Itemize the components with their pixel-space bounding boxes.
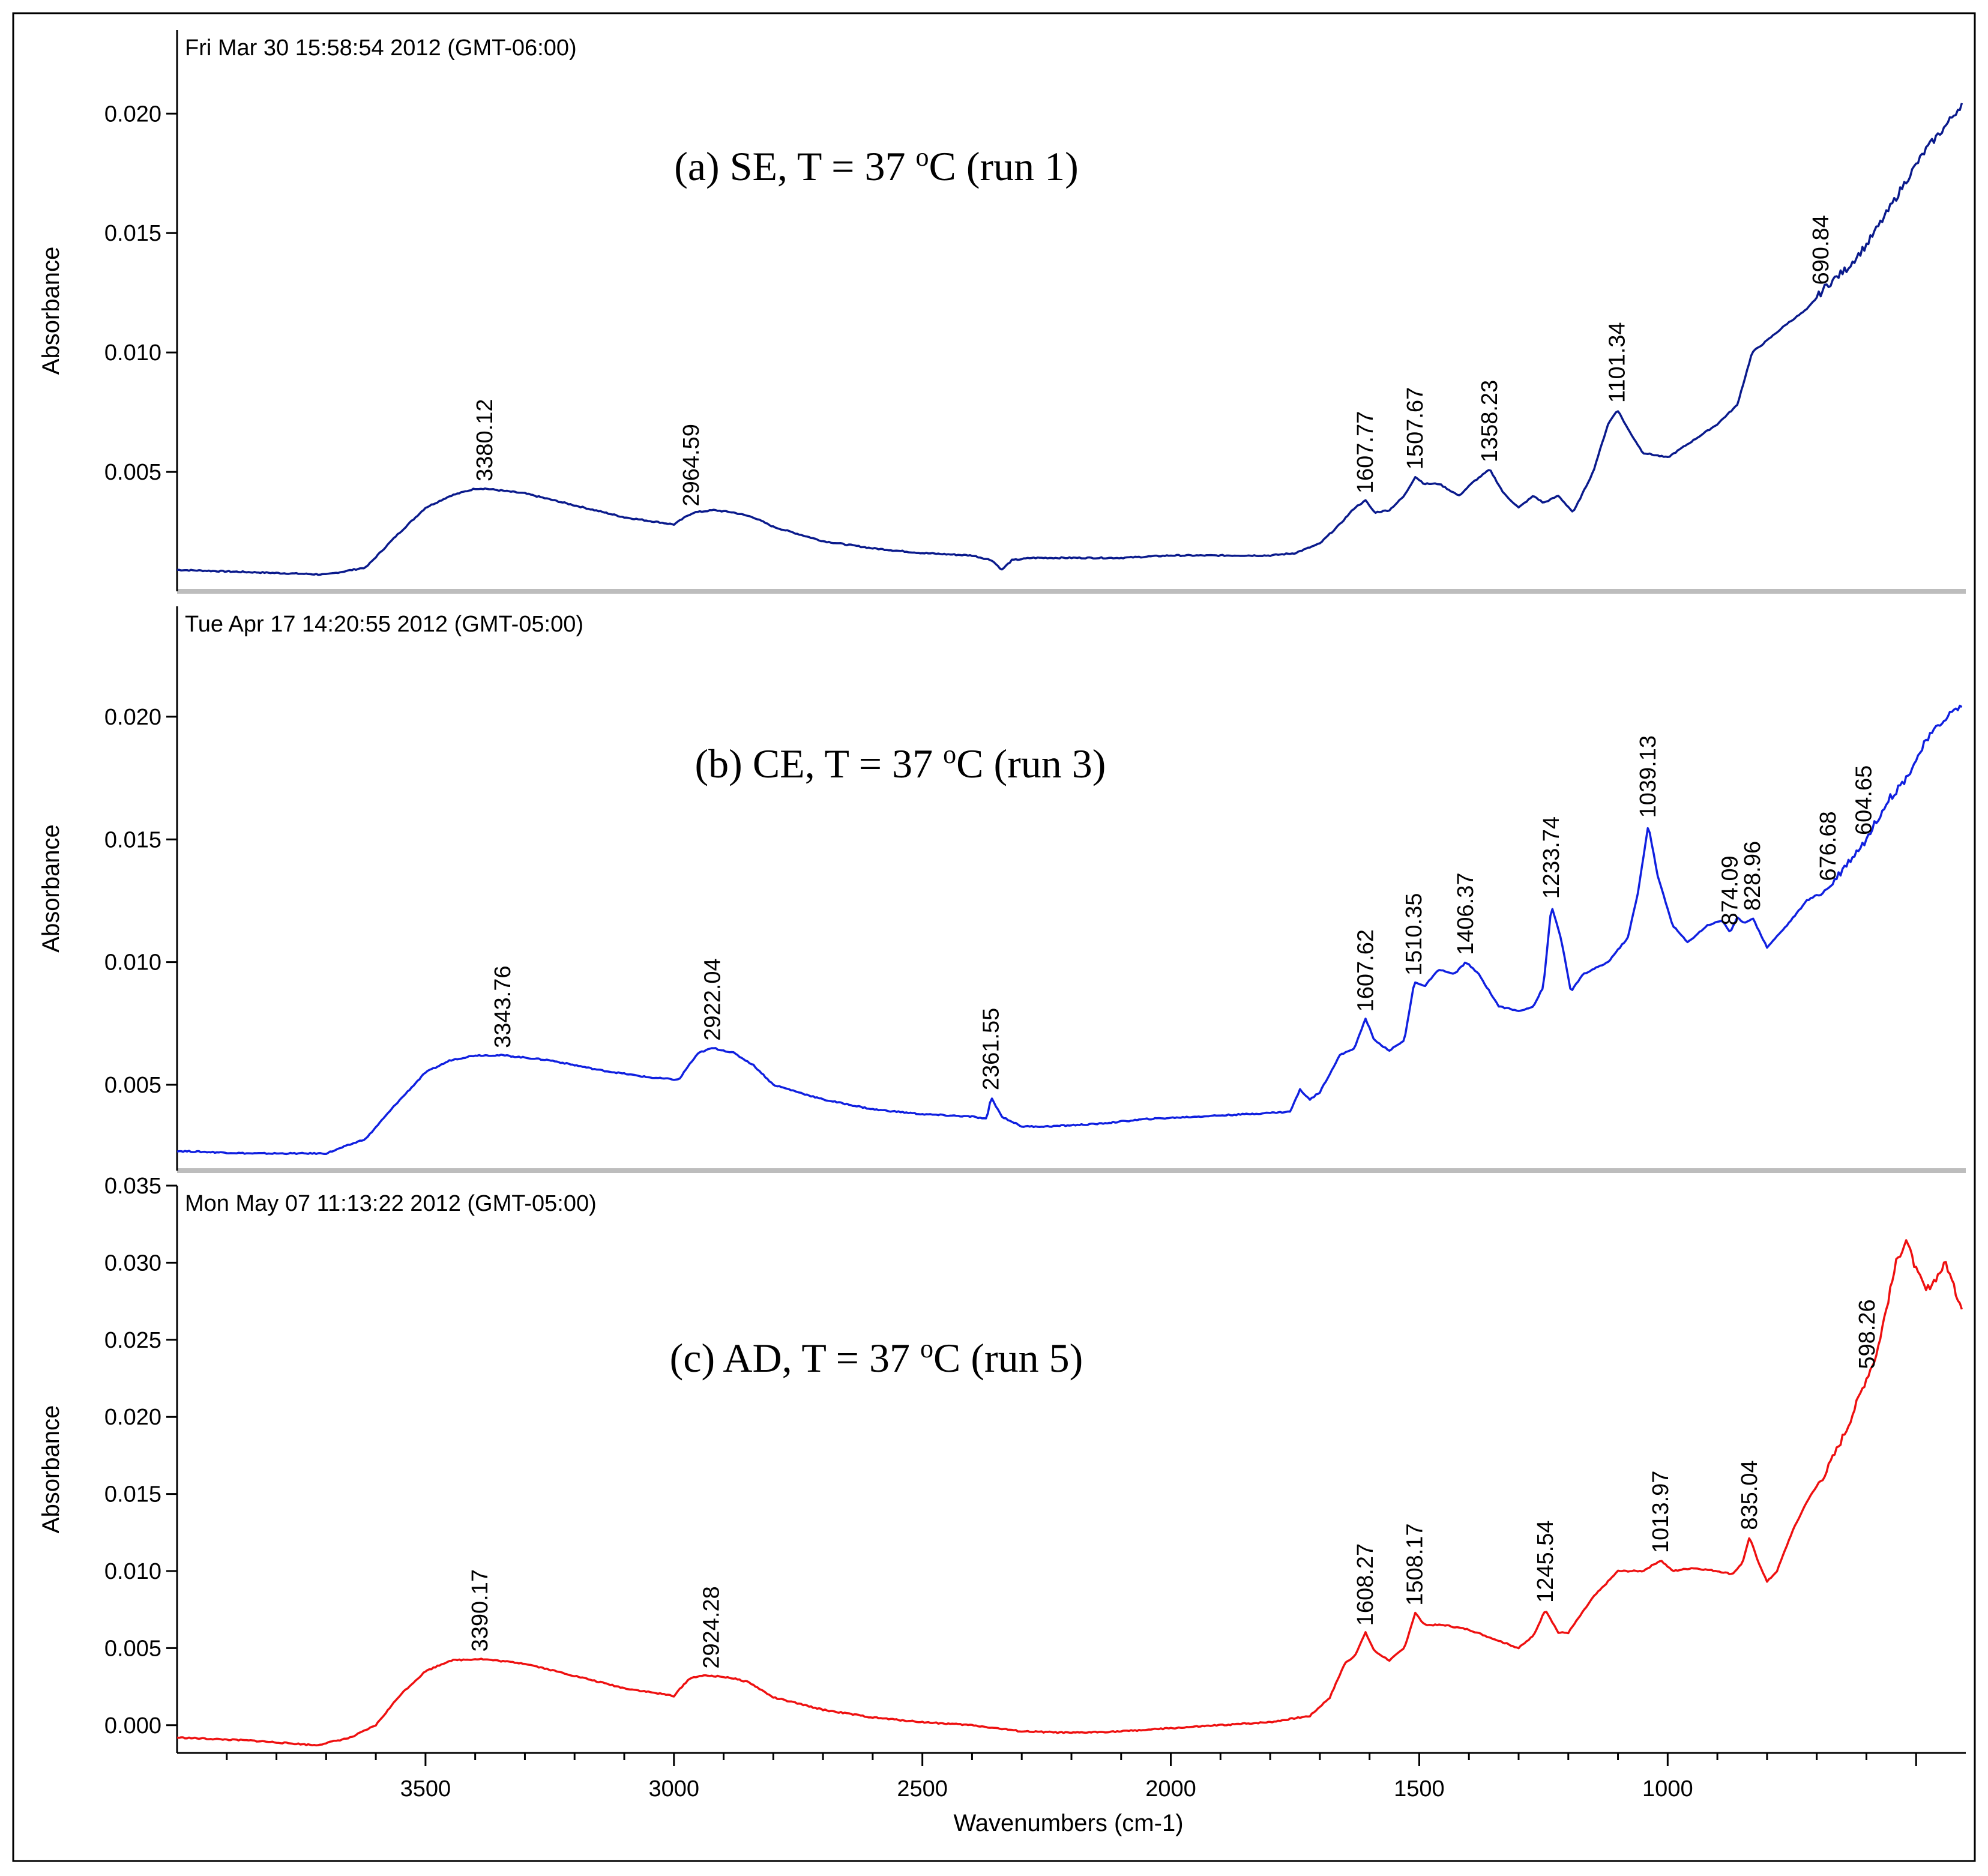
peak-label: 1039.13 (1636, 735, 1661, 818)
peak-label: 1510.35 (1402, 893, 1427, 976)
x-tick-label: 2500 (897, 1776, 948, 1802)
peak-label: 1507.67 (1403, 387, 1428, 469)
peak-label: 1233.74 (1539, 816, 1564, 899)
panel-c-y-tick-label: 0.025 (104, 1328, 161, 1353)
panel-a-y-tick-label: 0.015 (104, 221, 161, 246)
panel-a-title-degree: o (915, 142, 929, 172)
peak-label: 2361.55 (978, 1008, 1004, 1090)
peak-label: 690.84 (1809, 215, 1834, 285)
peak-label: 1607.77 (1353, 411, 1378, 493)
panel-c-y-tick-label: 0.005 (104, 1636, 161, 1661)
panel-c-title-run: C (run 5) (933, 1335, 1083, 1381)
panel-a-y-tick-label: 0.005 (104, 460, 161, 485)
peak-label: 1013.97 (1648, 1471, 1673, 1553)
panel-a-y-tick-label: 0.020 (104, 101, 161, 127)
panel-a-title: (a) SE, T = 37 oC (run 1) (674, 142, 1079, 189)
peak-label: 2922.04 (700, 958, 725, 1040)
panel-c-timestamp: Mon May 07 11:13:22 2012 (GMT-05:00) (185, 1191, 597, 1216)
panel-a-y-axis-title: Absorbance (38, 247, 64, 375)
peak-label: 835.04 (1737, 1460, 1762, 1530)
peak-label: 598.26 (1855, 1299, 1880, 1369)
panel-b-y-tick-label: 0.015 (104, 827, 161, 852)
panel-b-title-main: (b) CE, T = 37 (695, 741, 944, 786)
panel-b-y-tick-label: 0.005 (104, 1073, 161, 1098)
panel-a-y-tick-label: 0.010 (104, 340, 161, 366)
peak-label: 1607.62 (1353, 929, 1378, 1012)
panel-a-timestamp: Fri Mar 30 15:58:54 2012 (GMT-06:00) (185, 35, 577, 61)
panel-b-y-axis-title: Absorbance (38, 824, 64, 952)
panel-b-title-degree: o (943, 740, 956, 769)
panel-c: 0.000 0.005 0.010 0.015 0.020 0.025 0.030 0.035… (38, 1174, 1963, 1753)
panel-b-title-run: C (run 3) (956, 741, 1106, 786)
x-axis: 3500 3000 2500 2000 1500 1000 (177, 1752, 1966, 1802)
panel-b-timestamp: Tue Apr 17 14:20:55 2012 (GMT-05:00) (185, 612, 583, 637)
peak-label: 676.68 (1816, 811, 1841, 881)
x-tick-label: 3500 (400, 1776, 451, 1802)
panel-a-title-main: (a) SE, T = 37 (674, 143, 915, 189)
panel-c-y-tick-label: 0.000 (104, 1713, 161, 1739)
x-tick-label: 1000 (1642, 1776, 1693, 1802)
peak-label: 1608.27 (1353, 1543, 1378, 1626)
panel-c-y-tick-label: 0.030 (104, 1250, 161, 1276)
panel-c-title-degree: o (920, 1334, 933, 1363)
panel-c-spectrum-line (176, 1239, 1963, 1747)
panel-b-title: (b) CE, T = 37 oC (run 3) (695, 740, 1106, 786)
peak-label: 2924.28 (699, 1586, 724, 1668)
panel-b-y-tick-label: 0.010 (104, 950, 161, 976)
panel-b-y-tick-label: 0.020 (104, 705, 161, 730)
panel-a-spectrum-line (177, 103, 1963, 576)
panel-c-y-axis-title: Absorbance (38, 1405, 64, 1533)
panel-a-title-run: C (run 1) (929, 143, 1078, 189)
peak-label: 1358.23 (1477, 380, 1502, 462)
peak-label: 604.65 (1852, 765, 1877, 835)
panel-b-spectrum-line (176, 704, 1963, 1156)
peak-label: 874.09 (1718, 855, 1743, 925)
peak-label: 1245.54 (1533, 1521, 1558, 1603)
peak-label: 1406.37 (1453, 873, 1478, 955)
panels-group: 0.005 0.010 0.015 0.020 Absorbance Fri Mar 30… (38, 30, 1963, 1753)
panel-c-y-tick-label: 0.010 (104, 1559, 161, 1584)
panel-b: 0.005 0.010 0.015 0.020 Absorbance Tue Apr 17… (38, 606, 1963, 1171)
panel-c-title-main: (c) AD, T = 37 (670, 1335, 920, 1381)
peak-label: 828.96 (1740, 841, 1765, 911)
peak-label: 3343.76 (490, 966, 516, 1048)
panel-c-title: (c) AD, T = 37 oC (run 5) (670, 1334, 1083, 1381)
peak-label: 3380.12 (472, 399, 498, 481)
panel-c-y-tick-label: 0.020 (104, 1405, 161, 1430)
peak-label: 1508.17 (1403, 1523, 1428, 1605)
figure-border (12, 12, 1976, 1862)
panel-a: 0.005 0.010 0.015 0.020 Absorbance Fri Mar 30… (38, 30, 1963, 591)
peak-label: 1101.34 (1604, 322, 1630, 403)
panel-c-y-tick-label: 0.035 (104, 1174, 161, 1199)
peak-label: 3390.17 (468, 1569, 493, 1651)
x-tick-label: 1500 (1394, 1776, 1445, 1802)
x-tick-label: 3000 (649, 1776, 700, 1802)
peak-label: 2964.59 (679, 424, 704, 506)
x-axis-title: Wavenumbers (cm-1) (953, 1810, 1183, 1836)
x-tick-label: 2000 (1145, 1776, 1196, 1802)
panel-c-y-tick-label: 0.015 (104, 1482, 161, 1507)
